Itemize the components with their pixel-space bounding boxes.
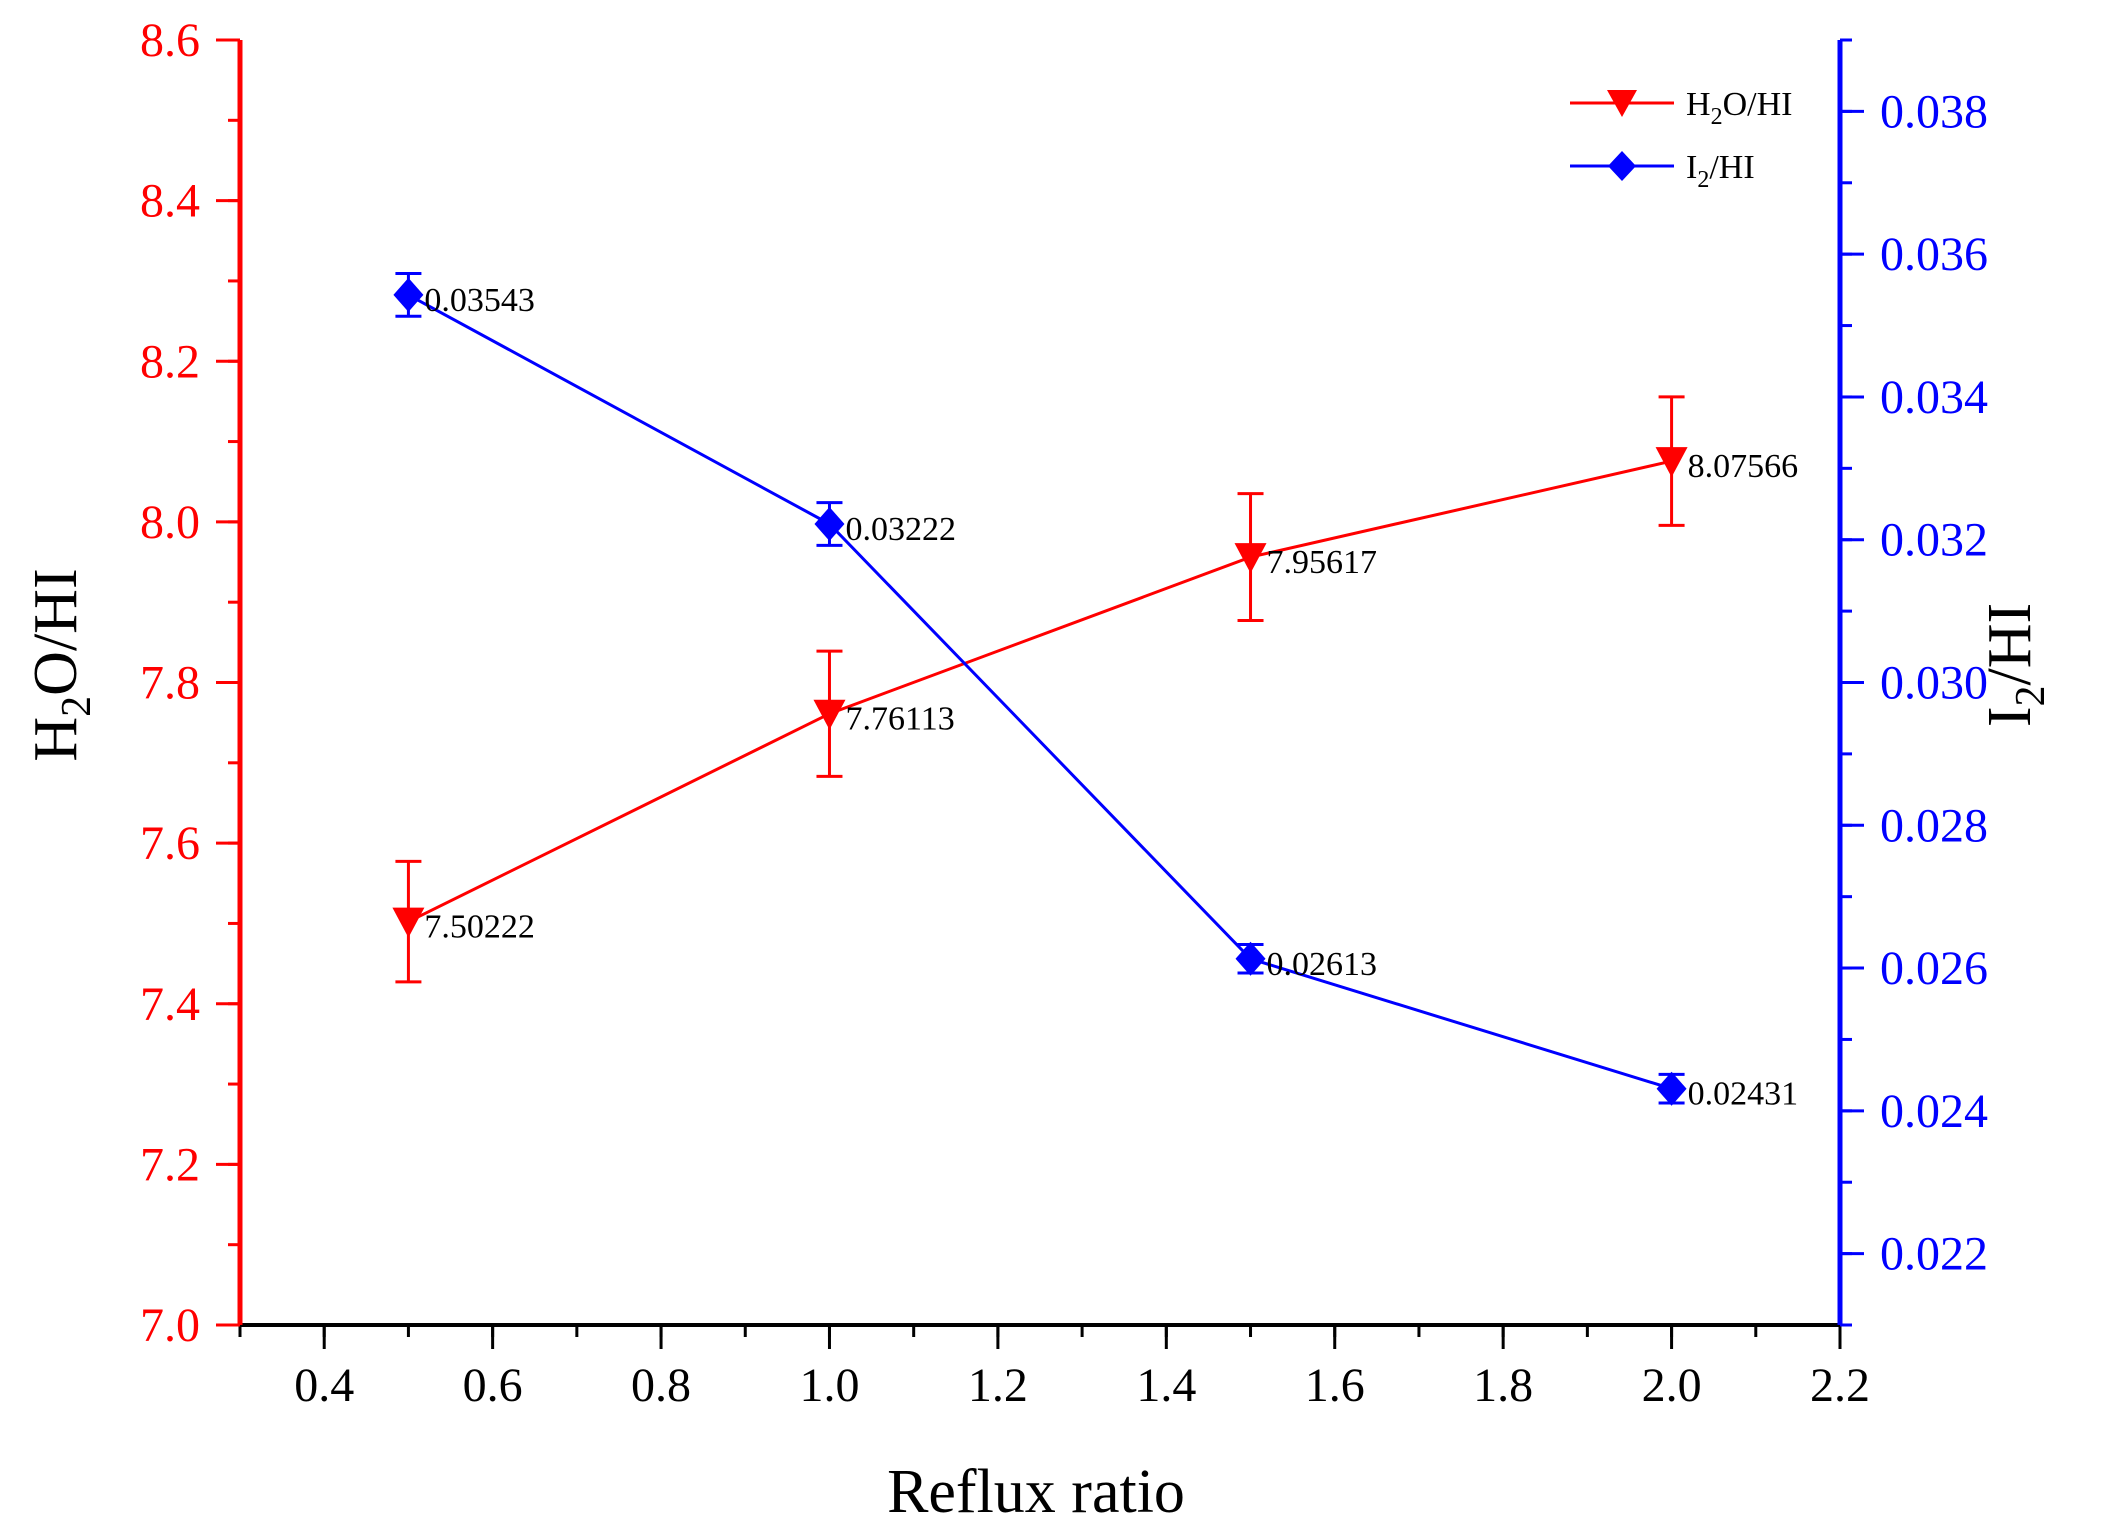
x-tick-label: 1.0 xyxy=(799,1359,859,1412)
data-label: 7.50222 xyxy=(424,909,534,946)
data-point-triangle xyxy=(813,699,846,730)
left-tick-label: 8.2 xyxy=(140,335,200,388)
left-axis-title-sub: 2 xyxy=(54,696,100,717)
left-tick-label: 7.8 xyxy=(140,657,200,710)
data-label: 7.95617 xyxy=(1267,544,1378,581)
left-tick-label: 7.0 xyxy=(140,1299,200,1352)
data-point-triangle xyxy=(1234,543,1267,574)
data-point-diamond xyxy=(814,507,845,542)
data-point-triangle xyxy=(392,907,425,938)
left-tick-label: 8.0 xyxy=(140,496,200,549)
x-tick-label: 0.6 xyxy=(463,1359,523,1412)
data-point-diamond xyxy=(1656,1071,1687,1106)
right-tick-label: 0.034 xyxy=(1880,371,1988,424)
legend-marker-diamond xyxy=(1608,151,1636,181)
ticks: 0.4 0.6 0.8 1.0 1.2 1.4 1.6 1.8 2.0 2.2 7.0 7.2 7.4 7… xyxy=(140,14,1988,1412)
data-labels: 7.50222 7.76113 7.95617 8.07566 0.03543 0.032… xyxy=(424,282,1798,1113)
axes xyxy=(237,40,1843,1327)
legend-marker-triangle xyxy=(1607,90,1637,117)
right-tick-label: 0.022 xyxy=(1880,1228,1988,1281)
right-tick-label: 0.036 xyxy=(1880,228,1988,281)
x-tick-label: 1.2 xyxy=(968,1359,1028,1412)
right-tick-label: 0.024 xyxy=(1880,1085,1988,1138)
data-label: 0.03543 xyxy=(424,282,534,319)
x-tick-label: 0.8 xyxy=(631,1359,691,1412)
x-tick-label: 1.8 xyxy=(1473,1359,1533,1412)
right-axis-title-rest: /HI xyxy=(1976,603,2044,686)
x-tick-label: 1.6 xyxy=(1305,1359,1365,1412)
series-layer xyxy=(392,271,1688,1106)
data-label: 8.07566 xyxy=(1688,448,1799,485)
right-tick-label: 0.032 xyxy=(1880,514,1988,567)
legend-label-main: I xyxy=(1686,149,1697,186)
legend-label-rest: /HI xyxy=(1709,149,1754,186)
legend-label: H2O/HI xyxy=(1686,86,1792,130)
series-line-2 xyxy=(407,293,1673,1091)
data-point-diamond xyxy=(393,277,424,312)
right-tick-label: 0.038 xyxy=(1880,85,1988,138)
left-axis-title-main: H xyxy=(22,717,90,762)
data-label: 0.02431 xyxy=(1688,1076,1799,1113)
series-line-1 xyxy=(407,459,1672,924)
data-point-diamond xyxy=(1235,941,1266,976)
left-tick-label: 8.6 xyxy=(140,14,200,67)
legend-label-main: H xyxy=(1686,86,1711,123)
x-tick-label: 1.4 xyxy=(1136,1359,1196,1412)
data-point-triangle xyxy=(1655,447,1688,478)
left-axis-title-rest: O/HI xyxy=(22,568,90,695)
right-tick-label: 0.028 xyxy=(1880,799,1988,852)
legend-label-sub: 2 xyxy=(1697,167,1709,193)
legend-label: I2/HI xyxy=(1686,149,1755,193)
right-axis-title: I2/HI xyxy=(1976,603,2054,727)
legend-label-sub: 2 xyxy=(1711,104,1723,130)
data-label: 0.02613 xyxy=(1267,946,1378,983)
x-tick-label: 0.4 xyxy=(294,1359,354,1412)
x-axis-title: Reflux ratio xyxy=(887,1458,1185,1526)
left-tick-label: 8.4 xyxy=(140,175,200,228)
right-axis-title-sub: 2 xyxy=(2008,686,2054,707)
right-tick-label: 0.026 xyxy=(1880,942,1988,995)
data-label: 7.76113 xyxy=(845,701,954,738)
data-label: 0.03222 xyxy=(845,511,956,548)
left-axis-title: H2O/HI xyxy=(22,568,100,761)
legend-label-rest: O/HI xyxy=(1723,86,1793,123)
right-axis-title-main: I xyxy=(1976,707,2044,728)
left-tick-label: 7.6 xyxy=(140,817,200,870)
x-tick-label: 2.2 xyxy=(1810,1359,1870,1412)
left-tick-label: 7.4 xyxy=(140,978,200,1031)
left-tick-label: 7.2 xyxy=(140,1138,200,1191)
right-tick-label: 0.030 xyxy=(1880,657,1988,710)
x-tick-label: 2.0 xyxy=(1642,1359,1702,1412)
